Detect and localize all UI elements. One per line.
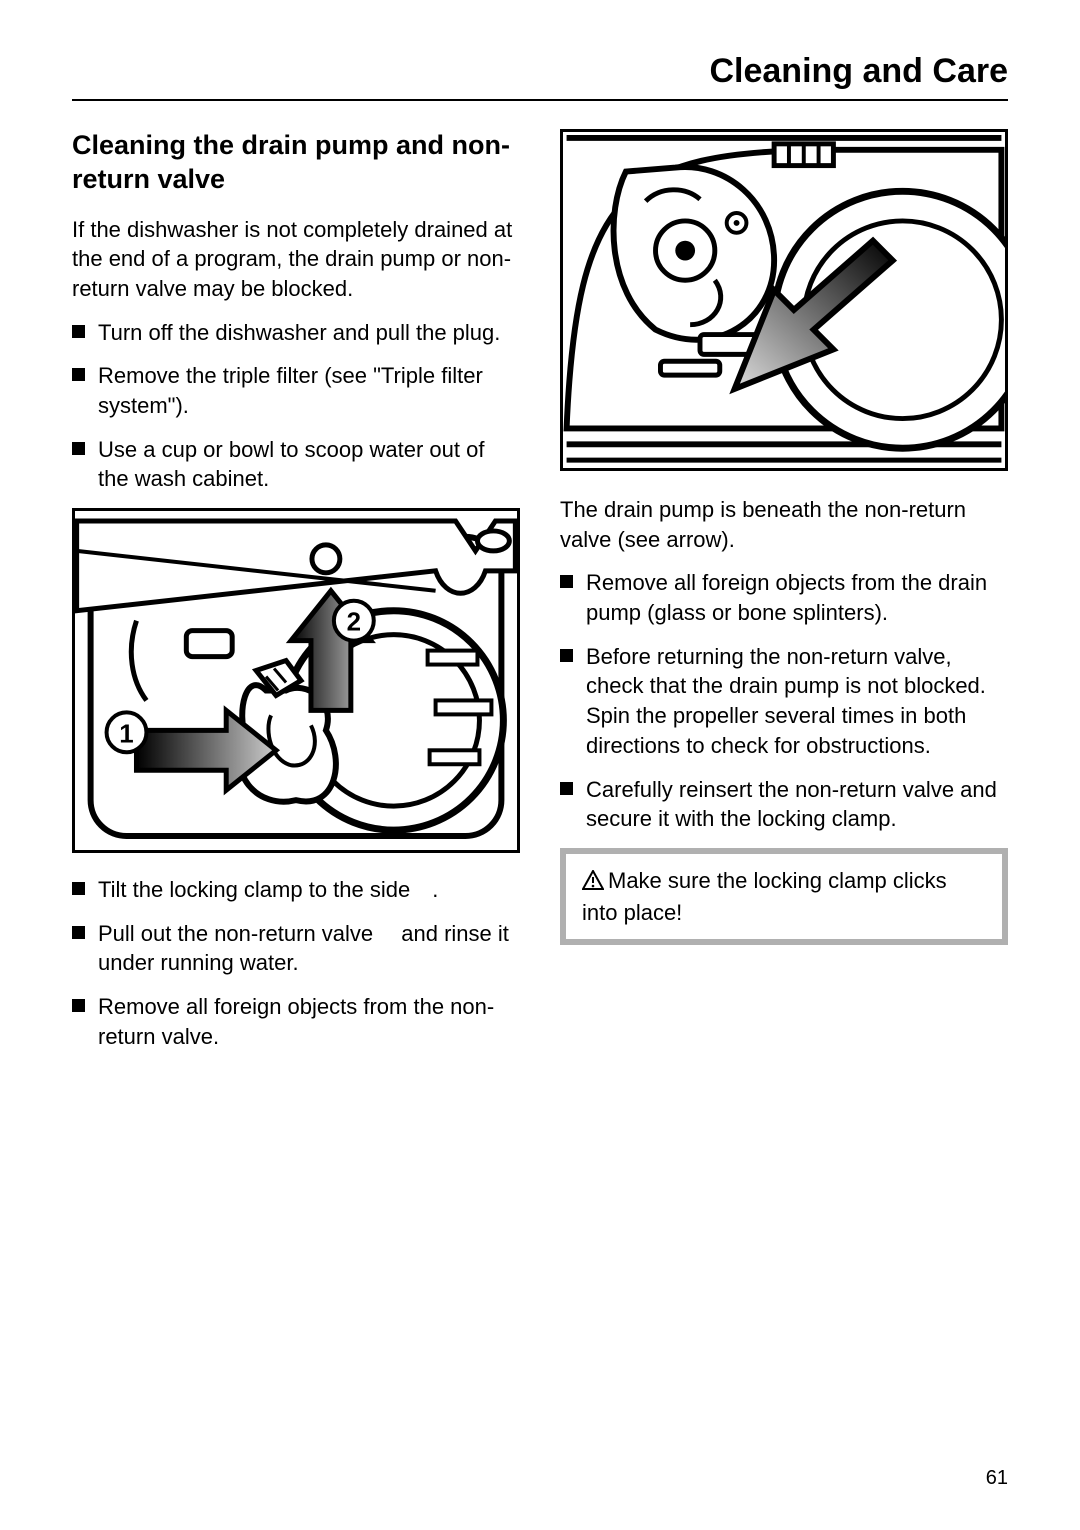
right-column: The drain pump is beneath the non-return… [560, 129, 1008, 1065]
page-title: Cleaning and Care [72, 52, 1008, 101]
step-item: Remove all foreign objects from the non-… [72, 992, 520, 1051]
step-item: Turn off the dishwasher and pull the plu… [72, 318, 520, 348]
svg-text:2: 2 [347, 609, 361, 637]
warning-text: Make sure the locking clamp clicks into … [582, 868, 947, 925]
step-item: Carefully reinsert the non-return valve … [560, 775, 1008, 834]
steps-list-top: Turn off the dishwasher and pull the plu… [72, 318, 520, 494]
steps-list-right: Remove all foreign objects from the drai… [560, 568, 1008, 834]
page-number: 61 [986, 1467, 1008, 1490]
drain-pump-figure [560, 129, 1008, 471]
step-item: Pull out the non-return valve and rinse … [72, 919, 520, 978]
svg-text:1: 1 [119, 720, 133, 748]
warning-box: Make sure the locking clamp clicks into … [560, 848, 1008, 945]
left-column: Cleaning the drain pump and non-return v… [72, 129, 520, 1065]
steps-list-bottom: Tilt the locking clamp to the side . Pul… [72, 875, 520, 1051]
callout-2: 2 [334, 601, 374, 641]
intro-paragraph: If the dishwasher is not completely drai… [72, 215, 520, 304]
pump-location-text: The drain pump is beneath the non-return… [560, 495, 1008, 554]
step-item: Tilt the locking clamp to the side . [72, 875, 520, 905]
content-columns: Cleaning the drain pump and non-return v… [72, 129, 1008, 1065]
step-item: Remove all foreign objects from the drai… [560, 568, 1008, 627]
drain-valve-figure: 1 2 [72, 508, 520, 853]
step-item: Before returning the non-return valve, c… [560, 642, 1008, 761]
section-heading: Cleaning the drain pump and non-return v… [72, 129, 520, 197]
step-item: Use a cup or bowl to scoop water out of … [72, 435, 520, 494]
callout-1: 1 [107, 712, 147, 752]
warning-icon [582, 868, 604, 898]
step-item: Remove the triple filter (see "Triple fi… [72, 361, 520, 420]
